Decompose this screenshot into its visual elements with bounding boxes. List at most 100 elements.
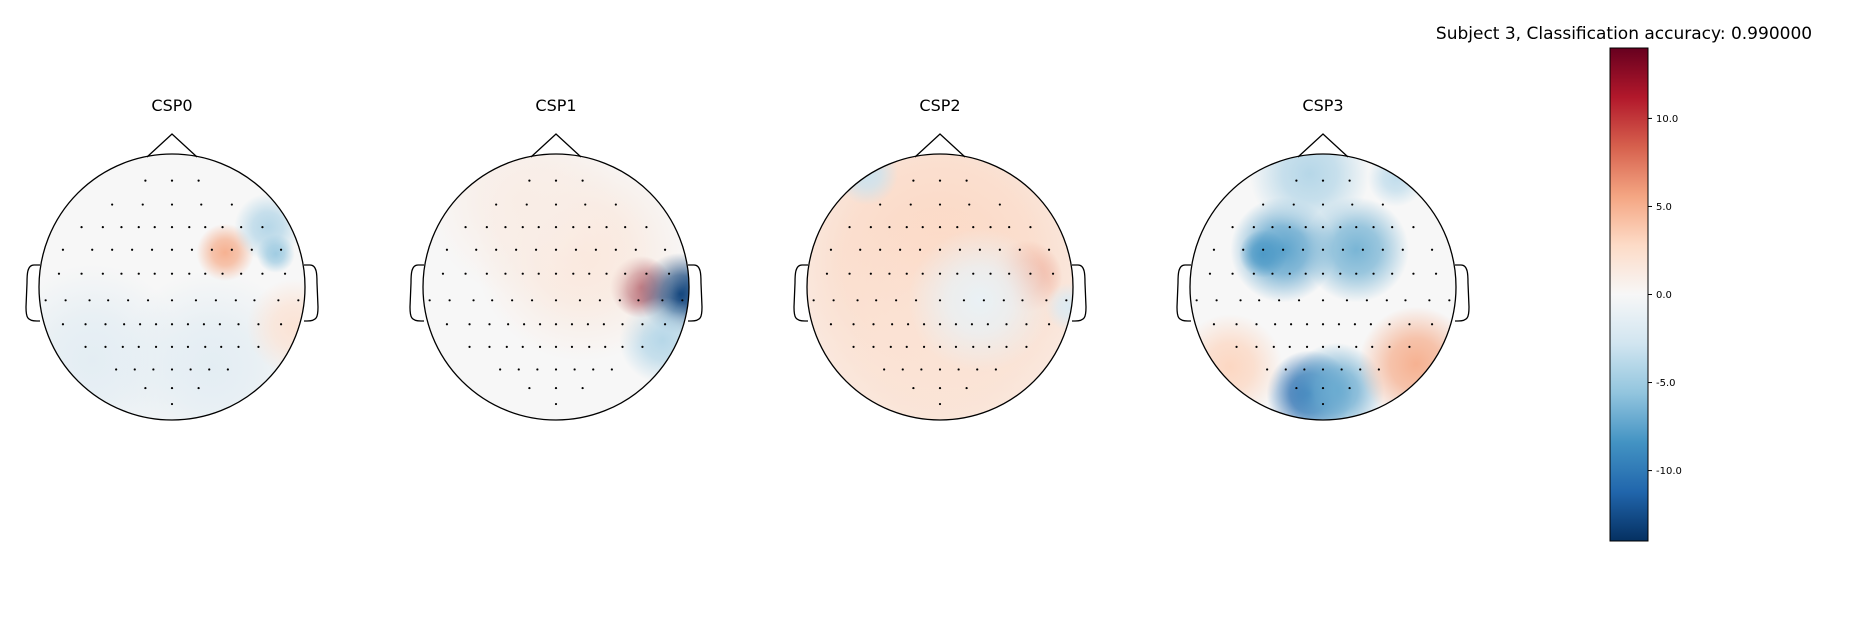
sensor-dot <box>604 345 607 348</box>
sensor-dot <box>581 179 584 182</box>
sensor-dot <box>189 368 192 371</box>
sensor-dot <box>521 272 524 275</box>
sensor-dot <box>226 368 229 371</box>
topomap-title: CSP2 <box>919 96 960 115</box>
sensor-dot <box>938 402 942 406</box>
sensor-dot <box>525 203 528 206</box>
sensor-dot <box>1231 226 1234 229</box>
sensor-dot <box>938 272 942 275</box>
sensor-dot <box>1377 368 1380 371</box>
sensor-dot <box>1047 248 1051 251</box>
topomap-field <box>423 154 689 420</box>
sensor-dot <box>681 299 684 302</box>
sensor-dot <box>1401 248 1404 251</box>
sensor-dot <box>912 386 915 390</box>
sensor-dot <box>1361 248 1364 251</box>
sensor-dot <box>138 323 142 326</box>
colorbar-tick-label: -5.0 <box>1656 378 1676 389</box>
sensor-dot <box>624 272 627 275</box>
sensor-dot <box>1321 272 1325 275</box>
sensor-dot <box>1292 203 1295 206</box>
sensor-dot <box>1412 272 1415 275</box>
sensor-dot <box>1235 323 1238 326</box>
sensor-dot <box>146 299 150 302</box>
sensor-dot <box>1274 323 1277 326</box>
sensor-dot <box>297 299 300 302</box>
sensor-dot <box>250 248 253 251</box>
topomap-hotspot <box>1358 306 1456 420</box>
sensor-dot <box>64 299 67 302</box>
sensor-dot <box>107 299 110 302</box>
topomap-field <box>1190 154 1456 420</box>
sensor-dot <box>170 323 174 326</box>
sensor-dot <box>954 323 958 326</box>
sensor-dot <box>80 272 83 275</box>
sensor-dot <box>153 272 156 275</box>
head-outline <box>806 153 1074 421</box>
sensor-dot <box>554 323 558 326</box>
sensor-dot <box>1381 248 1384 251</box>
sensor-dot <box>208 368 211 371</box>
topomap-csp3: CSP3 <box>1176 96 1470 421</box>
sensor-dot <box>812 299 815 302</box>
sensor-dot <box>170 248 174 251</box>
colorbar-tick-label: 0.0 <box>1656 290 1672 301</box>
sensor-dot <box>1025 345 1028 348</box>
sensor-dot <box>856 299 859 302</box>
topomap-hotspot <box>256 234 295 273</box>
sensor-dot <box>888 226 891 229</box>
sensor-dot <box>537 272 540 275</box>
sensor-dot <box>554 386 558 390</box>
sensor-dot <box>1252 226 1255 229</box>
sensor-dot <box>852 323 855 326</box>
sensor-dot <box>573 368 576 371</box>
sensor-dot <box>279 248 283 251</box>
sensor-dot <box>538 345 542 348</box>
colorbar-tick-label: 10.0 <box>1656 114 1678 125</box>
sensor-dot <box>115 368 118 371</box>
sensor-dot <box>218 323 221 326</box>
sensor-dot <box>554 345 558 348</box>
sensor-dot <box>832 299 835 302</box>
sensor-dot <box>968 203 971 206</box>
sensor-dot <box>965 386 968 390</box>
sensor-dot <box>170 203 174 206</box>
sensor-dot <box>485 226 488 229</box>
sensor-dot <box>1215 299 1218 302</box>
sensor-dot <box>197 386 200 390</box>
sensor-dot <box>1021 299 1024 302</box>
sensor-dot <box>240 226 243 229</box>
sensor-dot <box>472 299 475 302</box>
topomap-hotspot <box>1249 154 1370 234</box>
sensor-dot <box>572 272 575 275</box>
sensor-dot <box>918 248 922 251</box>
sensor-dot <box>965 179 968 182</box>
sensor-dot <box>1303 368 1306 371</box>
sensor-dot <box>1321 299 1325 302</box>
sensor-dot <box>214 299 217 302</box>
sensor-dot <box>1282 248 1285 251</box>
sensor-dot <box>661 299 664 302</box>
topomap-hotspot <box>1239 229 1288 278</box>
sensor-dot <box>170 386 174 390</box>
sensor-dot <box>958 248 962 251</box>
sensor-dot <box>1255 323 1258 326</box>
sensor-dot <box>188 272 191 275</box>
sensor-dot <box>104 323 107 326</box>
head-outline <box>38 153 306 421</box>
sensor-dot <box>574 248 578 251</box>
topomap-hotspot <box>1367 154 1425 207</box>
sensor-dot <box>978 248 982 251</box>
sensor-dot <box>464 272 467 275</box>
sensor-dot <box>1288 226 1291 229</box>
sensor-dot <box>621 345 624 348</box>
sensor-dot <box>872 345 875 348</box>
sensor-dot <box>1339 272 1342 275</box>
sensor-dot <box>57 272 61 275</box>
sensor-dot <box>1348 386 1351 390</box>
sensor-dot <box>283 272 287 275</box>
sensor-dot <box>938 345 942 348</box>
sensor-dot <box>982 299 985 302</box>
sensor-dot <box>637 299 640 302</box>
